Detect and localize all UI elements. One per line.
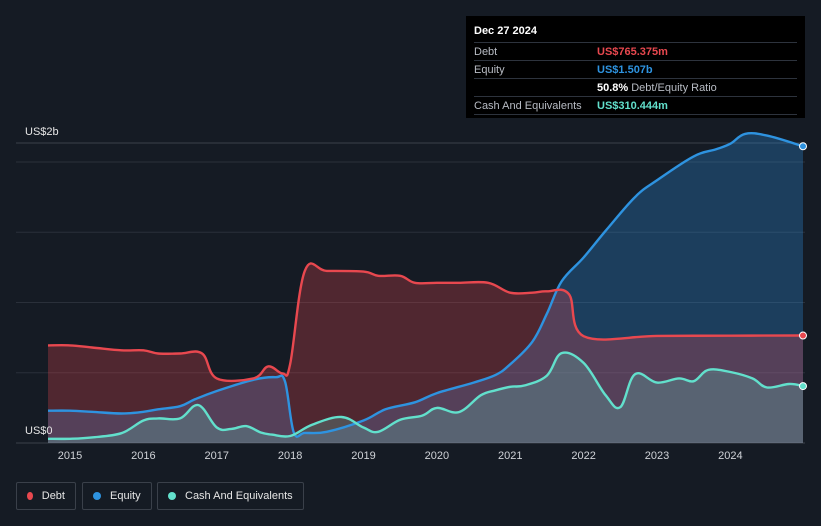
x-tick-2019: 2019 — [351, 450, 376, 462]
y-axis-top-label: US$2b — [25, 126, 59, 138]
tooltip-panel: Dec 27 2024 Debt US$765.375m Equity US$1… — [466, 16, 805, 118]
x-tick-2022: 2022 — [571, 450, 596, 462]
tooltip-row-ratio: 50.8% Debt/Equity Ratio — [474, 78, 797, 96]
tooltip-row-equity: Equity US$1.507b — [474, 60, 797, 78]
tooltip-value-equity: US$1.507b — [597, 63, 653, 76]
tooltip-note-ratio: Debt/Equity Ratio — [631, 81, 717, 94]
legend-item-debt[interactable]: Debt — [16, 482, 76, 510]
series-end-marker-debt — [799, 331, 807, 340]
tooltip-row-cash: Cash And Equivalents US$310.444m — [474, 96, 797, 114]
tooltip-value-ratio: 50.8% — [597, 81, 629, 94]
series-area-debt — [48, 263, 803, 443]
tooltip-bottom-divider — [474, 114, 797, 116]
x-tick-2023: 2023 — [644, 450, 670, 462]
legend-label-equity: Equity — [110, 490, 141, 502]
y-axis-bottom-label: US$0 — [25, 425, 53, 437]
tooltip-value-debt: US$765.375m — [597, 45, 668, 58]
series-end-marker-equity — [799, 142, 807, 151]
x-tick-2020: 2020 — [424, 450, 450, 462]
x-tick-2015: 2015 — [57, 450, 83, 462]
x-tick-2016: 2016 — [131, 450, 156, 462]
x-tick-2018: 2018 — [277, 450, 303, 462]
series-line-cash — [47, 351, 804, 441]
tooltip-row-debt: Debt US$765.375m — [474, 42, 797, 60]
legend-label-debt: Debt — [41, 490, 65, 502]
x-tick-2024: 2024 — [718, 450, 743, 462]
tooltip-value-cash: US$310.444m — [597, 99, 668, 112]
x-tick-2021: 2021 — [497, 450, 523, 462]
legend-item-cash[interactable]: Cash And Equivalents — [157, 482, 304, 510]
legend-dot-equity — [93, 492, 101, 500]
legend-item-equity[interactable]: Equity — [82, 482, 152, 510]
series-line-debt — [47, 262, 804, 383]
series-line-equity — [47, 131, 804, 438]
tooltip-label-debt: Debt — [474, 45, 498, 58]
tooltip-date: Dec 27 2024 — [474, 25, 537, 37]
tooltip-label-equity: Equity — [474, 63, 505, 76]
legend-dot-debt — [27, 492, 33, 500]
series-end-marker-cash — [799, 382, 807, 391]
legend-dot-cash — [168, 492, 176, 500]
legend-label-cash: Cash And Equivalents — [185, 490, 293, 502]
series-area-equity — [48, 133, 803, 443]
x-tick-2017: 2017 — [204, 450, 229, 462]
tooltip-label-cash: Cash And Equivalents — [474, 99, 582, 112]
series-area-cash — [48, 352, 803, 443]
